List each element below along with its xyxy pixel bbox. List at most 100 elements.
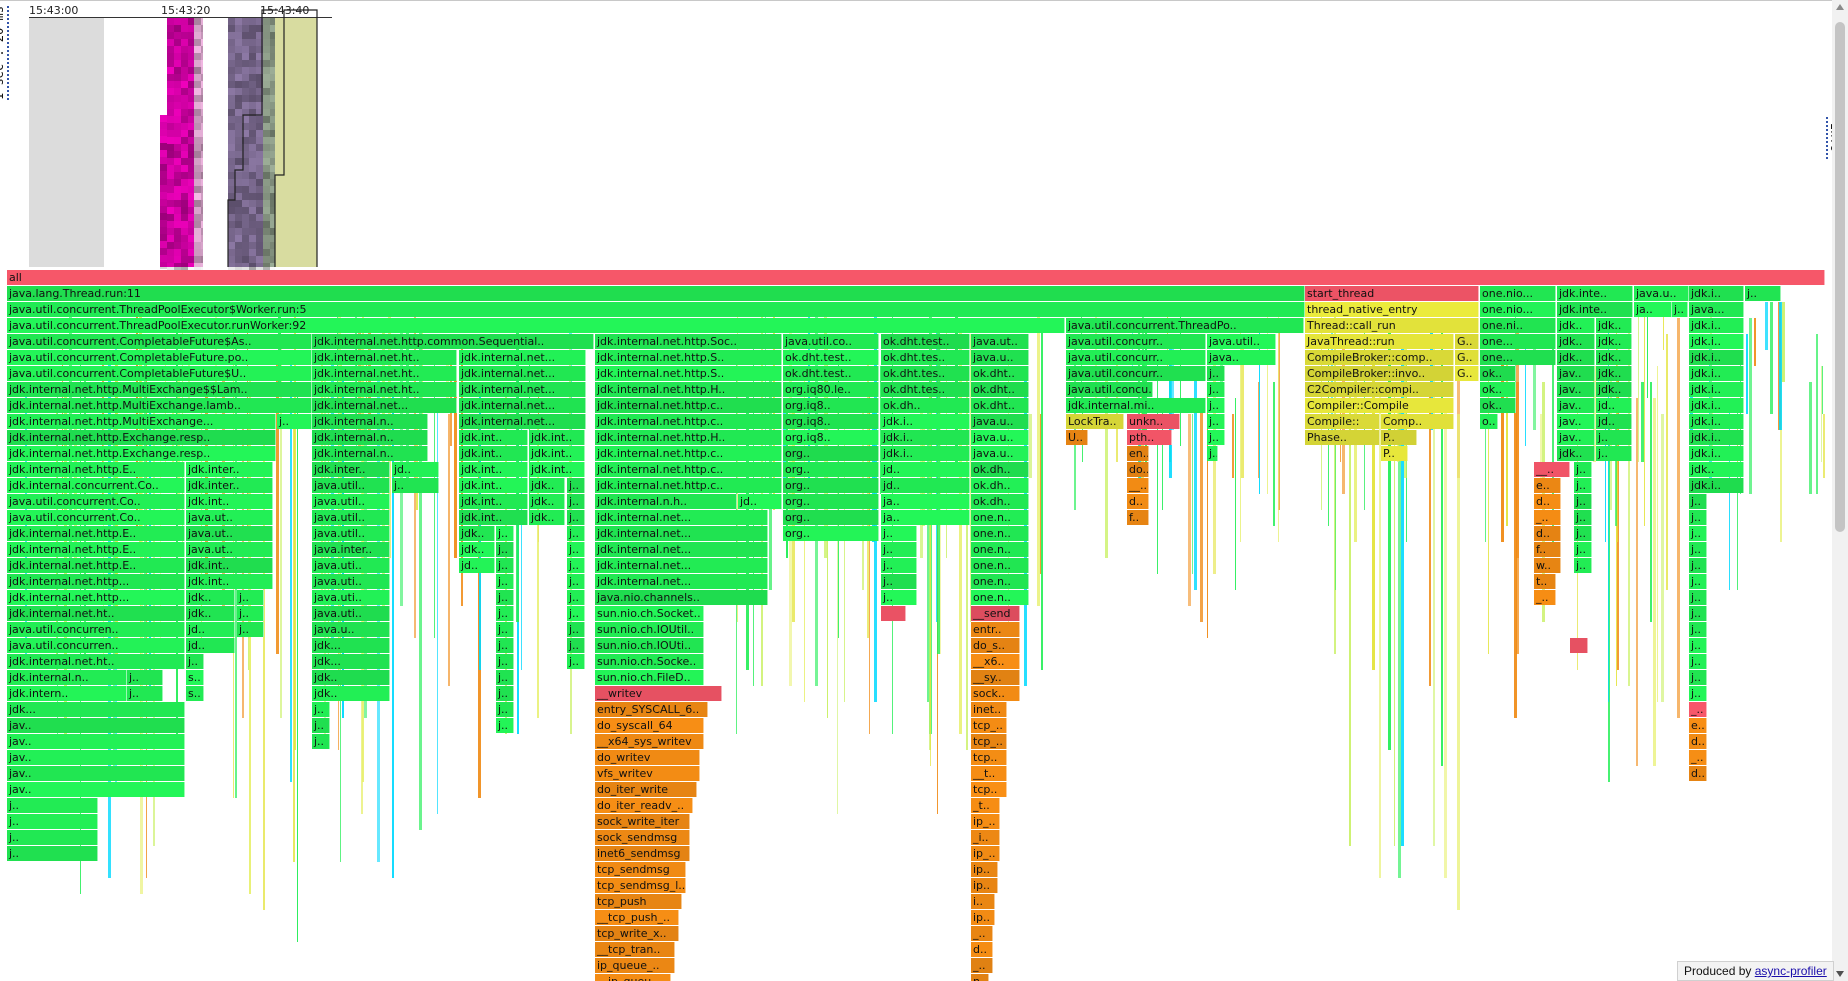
flame-frame[interactable]: jdk.int.. [459,510,528,525]
flame-frame[interactable]: j.. [1207,446,1218,461]
flame-frame[interactable]: jdk.i.. [1689,366,1744,381]
flame-frame[interactable]: j.. [1689,510,1707,525]
flame-frame[interactable]: j.. [1689,638,1707,653]
flame-frame[interactable]: jdk.internal.n.. [312,430,428,445]
flame-frame[interactable]: java.uti.. [312,558,390,573]
flame-frame[interactable]: w.. [1534,558,1561,573]
flame-frame[interactable]: jdk.. [529,494,565,509]
flame-frame[interactable]: java.uti.. [312,574,390,589]
flame-frame[interactable]: jdk.internal.net.ht.. [312,350,457,365]
flame-frame[interactable]: jdk... [312,638,390,653]
flame-frame[interactable]: j.. [312,718,330,733]
flame-frame[interactable]: jdk.. [1557,350,1595,365]
flame-frame[interactable]: jdk.int.. [186,494,273,509]
flame-frame[interactable]: j.. [1207,430,1225,445]
flame-frame[interactable]: o.. [1480,414,1498,429]
flame-frame[interactable]: java.u.. [971,430,1029,445]
flame-frame[interactable]: jdk.internal.net.http.common.Sequential.… [312,334,594,349]
flame-frame[interactable]: jdk.int.. [459,462,528,477]
flame-frame[interactable]: jdk.internal.net... [312,398,457,413]
flame-frame[interactable]: ok.dht.test.. [881,334,970,349]
flame-frame[interactable]: j.. [1689,526,1707,541]
flame-frame[interactable]: __writev [595,686,722,701]
flame-frame[interactable]: jdk.internal.concurrent.Co.. [7,478,185,493]
flame-frame[interactable]: j.. [186,654,204,669]
flame-frame[interactable]: j.. [567,622,585,637]
flame-frame[interactable]: j.. [567,510,585,525]
flame-frame[interactable]: ja.. [881,510,970,525]
flame-frame[interactable]: jdk.internal.n.. [7,670,127,685]
flame-frame[interactable]: jd.. [186,638,235,653]
flame-frame[interactable]: one... [1480,350,1556,365]
flame-frame[interactable]: j.. [127,686,163,701]
flame-frame[interactable]: do_writev [595,750,700,765]
flame-frame[interactable]: jdk.internal.net.http.S.. [595,366,782,381]
flame-frame[interactable]: jd.. [1596,398,1632,413]
flame-frame[interactable]: jdk.internal.net... [459,414,586,429]
flame-frame[interactable]: j.. [7,830,98,845]
flame-frame[interactable]: ok.dh.. [971,478,1029,493]
flame-frame[interactable]: Thread::call_run [1305,318,1479,333]
flame-frame[interactable]: jdk.. [1596,382,1632,397]
flame-frame[interactable]: j.. [567,526,585,541]
flame-frame[interactable]: d.. [1127,494,1149,509]
flame-frame[interactable]: jdk.. [1557,446,1595,461]
flame-frame[interactable]: j.. [1207,366,1225,381]
flame-frame[interactable]: jdk.internal.net.http.E.. [7,542,185,557]
flame-frame[interactable]: Compiler::Compile [1305,398,1454,413]
flame-frame[interactable]: java.util.concurrent.ThreadPoolExecutor$… [7,302,1305,317]
flame-frame[interactable]: __.. [1127,478,1149,493]
flame-frame[interactable]: jdk.int.. [529,462,585,477]
flame-frame[interactable]: java.util.concurrent.CompletableFuture.p… [7,350,312,365]
flame-frame[interactable]: jdk.internal.net... [595,542,768,557]
flame-frame[interactable]: jdk.int.. [459,478,528,493]
flame-frame[interactable]: jdk.i.. [1689,478,1744,493]
flame-frame[interactable]: i.. [971,894,995,909]
flame-frame[interactable]: sock_sendmsg [595,830,690,845]
flame-frame[interactable]: tcp.. [971,750,1007,765]
flame-frame[interactable]: tcp.. [971,782,1007,797]
flame-frame[interactable]: tcp_push [595,894,682,909]
flame-frame[interactable]: C2Compiler::compi.. [1305,382,1454,397]
flame-frame[interactable]: java.util.concurr.. [1066,350,1206,365]
flame-frame[interactable]: d.. [1534,494,1561,509]
flame-frame[interactable]: j.. [1689,494,1707,509]
flame-frame[interactable]: j.. [312,702,330,717]
flame-frame[interactable]: j.. [567,574,585,589]
flame-frame[interactable]: jdk.inter.. [312,462,390,477]
flame-frame[interactable]: U.. [1066,430,1088,445]
flame-frame[interactable]: j.. [312,734,330,749]
flame-frame[interactable]: jdk.internal.n.h.. [595,494,737,509]
flame-frame[interactable]: __t.. [971,766,1007,781]
flame-frame[interactable]: __x64_sys_writev [595,734,704,749]
flame-frame[interactable]: do_iter_write [595,782,697,797]
flame-frame[interactable]: java.util.. [1207,334,1276,349]
flame-frame[interactable]: java.util.. [312,494,390,509]
flame-frame[interactable]: jdk.internal.net.http.c.. [595,446,782,461]
flame-frame[interactable]: __send [971,606,1020,621]
flame-frame[interactable]: java.. [1207,350,1276,365]
flame-frame[interactable]: j.. [1207,382,1225,397]
flame-frame[interactable]: ip_.. [971,846,1000,861]
flame-frame[interactable]: one.n.. [971,590,1029,605]
flame-frame[interactable]: jdk.i.. [1689,318,1744,333]
flame-frame[interactable]: d.. [971,942,993,957]
flame-frame[interactable]: j.. [496,526,514,541]
flame-frame[interactable]: s.. [186,670,204,685]
flame-frame[interactable]: org.iq8.. [783,398,879,413]
flame-frame[interactable]: j.. [1574,462,1592,477]
flame-frame[interactable]: jdk.int.. [459,446,528,461]
flame-frame[interactable]: j.. [496,670,514,685]
flame-frame[interactable]: java.inter.. [312,542,390,557]
flame-frame[interactable]: j.. [1745,286,1781,301]
flame-frame[interactable]: jdk.. [186,606,235,621]
flame-frame[interactable]: jdk.. [1596,350,1632,365]
flame-frame[interactable]: ok.dh.. [881,398,970,413]
heatmap-column[interactable] [167,18,194,270]
flame-frame[interactable]: vfs_writev [595,766,700,781]
flame-frame[interactable]: org.iq8.. [783,414,879,429]
flame-frame[interactable]: java.uti.. [312,606,390,621]
flame-frame[interactable]: ok.dh.. [971,462,1029,477]
heatmap-grid[interactable] [29,18,332,270]
flame-frame[interactable]: j.. [1207,398,1225,413]
